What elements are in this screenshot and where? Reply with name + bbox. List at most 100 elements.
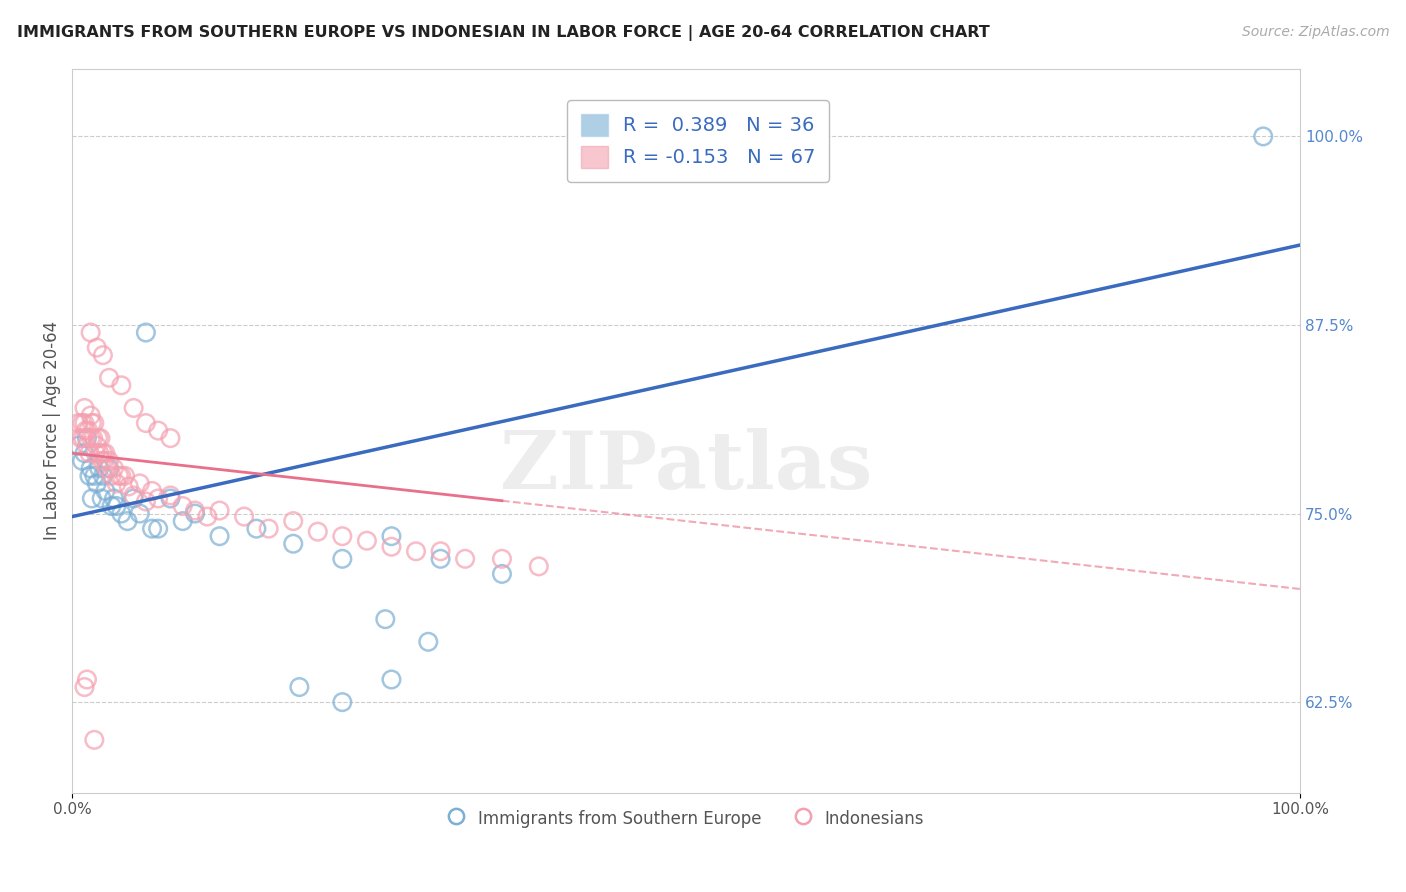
Point xyxy=(79,446,101,460)
Point xyxy=(90,454,112,468)
Point xyxy=(87,431,110,445)
Point xyxy=(100,468,122,483)
Point xyxy=(128,476,150,491)
Point xyxy=(73,416,96,430)
Point xyxy=(454,551,477,566)
Point xyxy=(86,341,108,355)
Point xyxy=(96,461,118,475)
Point xyxy=(195,509,218,524)
Point xyxy=(380,673,402,687)
Point xyxy=(527,559,550,574)
Point xyxy=(103,491,125,506)
Point xyxy=(84,446,107,460)
Point xyxy=(86,439,108,453)
Point xyxy=(429,544,451,558)
Point xyxy=(418,634,440,648)
Point xyxy=(79,409,101,423)
Point xyxy=(141,522,163,536)
Point xyxy=(98,454,121,468)
Point xyxy=(128,507,150,521)
Point xyxy=(69,431,91,445)
Point xyxy=(122,488,145,502)
Point xyxy=(73,446,96,460)
Point xyxy=(83,468,105,483)
Point xyxy=(184,503,207,517)
Point xyxy=(89,431,111,445)
Point xyxy=(233,509,256,524)
Point xyxy=(82,431,104,445)
Point xyxy=(141,483,163,498)
Point xyxy=(159,431,181,445)
Point xyxy=(80,416,103,430)
Point xyxy=(86,476,108,491)
Point xyxy=(172,499,194,513)
Point xyxy=(380,540,402,554)
Point xyxy=(330,529,353,543)
Point xyxy=(83,416,105,430)
Point xyxy=(374,612,396,626)
Point xyxy=(148,522,170,536)
Point xyxy=(94,483,117,498)
Point xyxy=(89,446,111,460)
Point xyxy=(100,499,122,513)
Point xyxy=(283,537,305,551)
Point xyxy=(105,499,128,513)
Text: IMMIGRANTS FROM SOUTHERN EUROPE VS INDONESIAN IN LABOR FORCE | AGE 20-64 CORRELA: IMMIGRANTS FROM SOUTHERN EUROPE VS INDON… xyxy=(17,25,990,41)
Point xyxy=(89,461,111,475)
Point xyxy=(76,431,98,445)
Point xyxy=(491,566,513,581)
Point xyxy=(330,551,353,566)
Legend: Immigrants from Southern Europe, Indonesians: Immigrants from Southern Europe, Indones… xyxy=(441,801,931,835)
Point xyxy=(77,424,100,438)
Point xyxy=(135,416,157,430)
Point xyxy=(184,507,207,521)
Text: ZIPatlas: ZIPatlas xyxy=(501,428,872,506)
Point xyxy=(288,680,311,694)
Point xyxy=(208,503,231,517)
Point xyxy=(122,491,145,506)
Point xyxy=(98,371,121,385)
Point xyxy=(429,551,451,566)
Point xyxy=(75,424,97,438)
Point xyxy=(73,401,96,415)
Point xyxy=(73,680,96,694)
Point xyxy=(245,522,267,536)
Point xyxy=(70,416,93,430)
Point xyxy=(79,326,101,340)
Point xyxy=(110,507,132,521)
Point xyxy=(114,468,136,483)
Point xyxy=(91,348,114,362)
Point xyxy=(83,732,105,747)
Point xyxy=(356,533,378,548)
Point xyxy=(94,446,117,460)
Point xyxy=(148,491,170,506)
Point xyxy=(330,695,353,709)
Y-axis label: In Labor Force | Age 20-64: In Labor Force | Age 20-64 xyxy=(44,321,60,541)
Point xyxy=(135,326,157,340)
Point xyxy=(117,514,139,528)
Point xyxy=(91,468,114,483)
Point xyxy=(93,454,115,468)
Point xyxy=(491,551,513,566)
Point xyxy=(91,446,114,460)
Point xyxy=(108,468,131,483)
Point xyxy=(159,491,181,506)
Point xyxy=(72,431,94,445)
Point xyxy=(76,439,98,453)
Point xyxy=(122,401,145,415)
Point xyxy=(67,439,90,453)
Point xyxy=(172,514,194,528)
Point xyxy=(79,431,101,445)
Point xyxy=(380,529,402,543)
Point xyxy=(405,544,427,558)
Point xyxy=(90,491,112,506)
Point xyxy=(307,524,329,539)
Point xyxy=(110,378,132,392)
Point xyxy=(148,424,170,438)
Point xyxy=(103,461,125,475)
Point xyxy=(110,468,132,483)
Point xyxy=(67,416,90,430)
Point xyxy=(105,476,128,491)
Point xyxy=(98,461,121,475)
Point xyxy=(257,522,280,536)
